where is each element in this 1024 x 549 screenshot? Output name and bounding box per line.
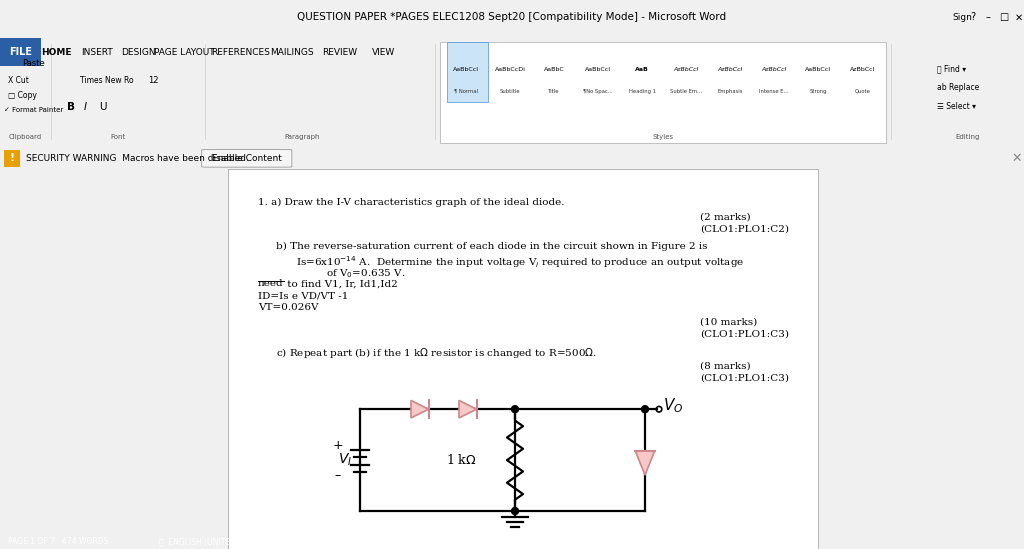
FancyBboxPatch shape	[228, 169, 818, 549]
Text: AaBbCcI: AaBbCcI	[585, 66, 611, 72]
Text: ¶ Normal: ¶ Normal	[454, 88, 478, 94]
Text: Subtitle: Subtitle	[500, 88, 520, 94]
Text: Styles: Styles	[653, 135, 674, 140]
Text: !: !	[9, 153, 15, 164]
Text: Quote: Quote	[854, 88, 870, 94]
Text: c) Repeat part (b) if the 1 k$\Omega$ resistor is changed to R=500$\Omega$.: c) Repeat part (b) if the 1 k$\Omega$ re…	[276, 346, 597, 360]
Text: ?: ?	[970, 12, 976, 23]
Text: I: I	[84, 102, 87, 111]
Text: AaBbCcI: AaBbCcI	[453, 66, 479, 72]
Text: Enable Content: Enable Content	[212, 154, 282, 163]
Text: U: U	[99, 102, 106, 111]
FancyBboxPatch shape	[202, 150, 292, 167]
Text: –: –	[335, 469, 341, 481]
Text: Paste: Paste	[23, 59, 45, 68]
Text: Intense E...: Intense E...	[760, 88, 788, 94]
Text: REFERENCES: REFERENCES	[211, 48, 270, 57]
Text: $V_I$: $V_I$	[338, 452, 352, 468]
Text: (CLO1:PLO1:C2): (CLO1:PLO1:C2)	[700, 225, 790, 233]
Text: AaBbCcI: AaBbCcI	[805, 66, 831, 72]
FancyBboxPatch shape	[440, 42, 886, 143]
Text: □: □	[998, 12, 1009, 23]
Polygon shape	[411, 400, 429, 418]
Text: □ Copy: □ Copy	[8, 91, 37, 100]
Text: Sign: Sign	[952, 13, 972, 22]
Text: (CLO1:PLO1:C3): (CLO1:PLO1:C3)	[700, 329, 790, 338]
Text: to find V1, Ir, Id1,Id2: to find V1, Ir, Id1,Id2	[284, 279, 397, 288]
Polygon shape	[636, 451, 654, 475]
Text: (CLO1:PLO1:C3): (CLO1:PLO1:C3)	[700, 373, 790, 382]
Circle shape	[641, 406, 648, 413]
Text: Times New Ro: Times New Ro	[80, 76, 133, 85]
FancyBboxPatch shape	[447, 42, 488, 102]
Text: Subtle Em...: Subtle Em...	[670, 88, 702, 94]
Text: 1. a) Draw the I-V characteristics graph of the ideal diode.: 1. a) Draw the I-V characteristics graph…	[258, 198, 564, 206]
Text: +: +	[333, 439, 343, 452]
Text: PAGE 1 OF 7   474 WORDS: PAGE 1 OF 7 474 WORDS	[8, 537, 109, 546]
Text: AzBbCcI: AzBbCcI	[718, 66, 742, 72]
Text: VIEW: VIEW	[373, 48, 395, 57]
Text: ✕: ✕	[1015, 12, 1023, 23]
Text: ✓ Format Painter: ✓ Format Painter	[4, 107, 63, 113]
Text: Heading 1: Heading 1	[629, 88, 655, 94]
Text: Clipboard: Clipboard	[9, 135, 42, 140]
Text: MAILINGS: MAILINGS	[270, 48, 313, 57]
Text: Editing: Editing	[955, 135, 980, 140]
Text: 12: 12	[148, 76, 159, 85]
Text: AzBbCcI: AzBbCcI	[674, 66, 698, 72]
Text: REVIEW: REVIEW	[323, 48, 357, 57]
Circle shape	[512, 508, 518, 514]
Polygon shape	[459, 400, 476, 418]
Text: DESIGN: DESIGN	[121, 48, 156, 57]
Text: (2 marks): (2 marks)	[700, 212, 751, 221]
Text: X Cut: X Cut	[8, 76, 29, 85]
Text: (10 marks): (10 marks)	[700, 317, 758, 326]
Text: Font: Font	[111, 135, 125, 140]
Text: need: need	[258, 279, 284, 288]
Text: B: B	[67, 102, 75, 111]
Text: –: –	[986, 12, 990, 23]
Text: AaBbC: AaBbC	[544, 66, 564, 72]
Text: Title: Title	[548, 88, 560, 94]
Text: VT=0.026V: VT=0.026V	[258, 304, 318, 312]
Text: INSERT: INSERT	[81, 48, 114, 57]
Text: AzBbCcI: AzBbCcI	[850, 66, 874, 72]
Text: 1 k$\Omega$: 1 k$\Omega$	[446, 453, 477, 467]
Text: b) The reverse-saturation current of each diode in the circuit shown in Figure 2: b) The reverse-saturation current of eac…	[276, 242, 708, 250]
Text: (8 marks): (8 marks)	[700, 361, 751, 370]
Text: HOME: HOME	[41, 48, 72, 57]
Text: ☰ Select ▾: ☰ Select ▾	[937, 102, 976, 111]
Text: SECURITY WARNING  Macros have been disabled.: SECURITY WARNING Macros have been disabl…	[26, 154, 249, 163]
Text: $V_O$: $V_O$	[663, 396, 683, 414]
Text: ¶No Spac...: ¶No Spac...	[584, 88, 612, 94]
Text: ⎕  ENGLISH (UNITED STATES): ⎕ ENGLISH (UNITED STATES)	[159, 537, 268, 546]
Text: Emphasis: Emphasis	[718, 88, 742, 94]
Text: QUESTION PAPER *PAGES ELEC1208 Sept20 [Compatibility Mode] - Microsoft Word: QUESTION PAPER *PAGES ELEC1208 Sept20 [C…	[297, 12, 727, 23]
Text: AaBbCcDi: AaBbCcDi	[495, 66, 525, 72]
Text: ID=Is e VD/VT -1: ID=Is e VD/VT -1	[258, 292, 348, 300]
Text: Strong: Strong	[809, 88, 827, 94]
Text: AzBbCcI: AzBbCcI	[762, 66, 786, 72]
Circle shape	[512, 406, 518, 413]
Text: PAGE LAYOUT: PAGE LAYOUT	[154, 48, 215, 57]
Text: 🔍 Find ▾: 🔍 Find ▾	[937, 65, 966, 74]
Text: AaB: AaB	[635, 66, 649, 72]
Text: Paragraph: Paragraph	[285, 135, 319, 140]
Text: ✕: ✕	[1012, 152, 1022, 165]
Text: Is=6x10$^{-14}$ A.  Determine the input voltage V$_i$ required to produce an out: Is=6x10$^{-14}$ A. Determine the input v…	[296, 254, 744, 270]
FancyBboxPatch shape	[0, 38, 41, 66]
Text: ab Replace: ab Replace	[937, 83, 979, 92]
Text: FILE: FILE	[9, 47, 32, 57]
Text: of V$_0$=0.635 V.: of V$_0$=0.635 V.	[326, 267, 406, 280]
FancyBboxPatch shape	[4, 150, 20, 167]
